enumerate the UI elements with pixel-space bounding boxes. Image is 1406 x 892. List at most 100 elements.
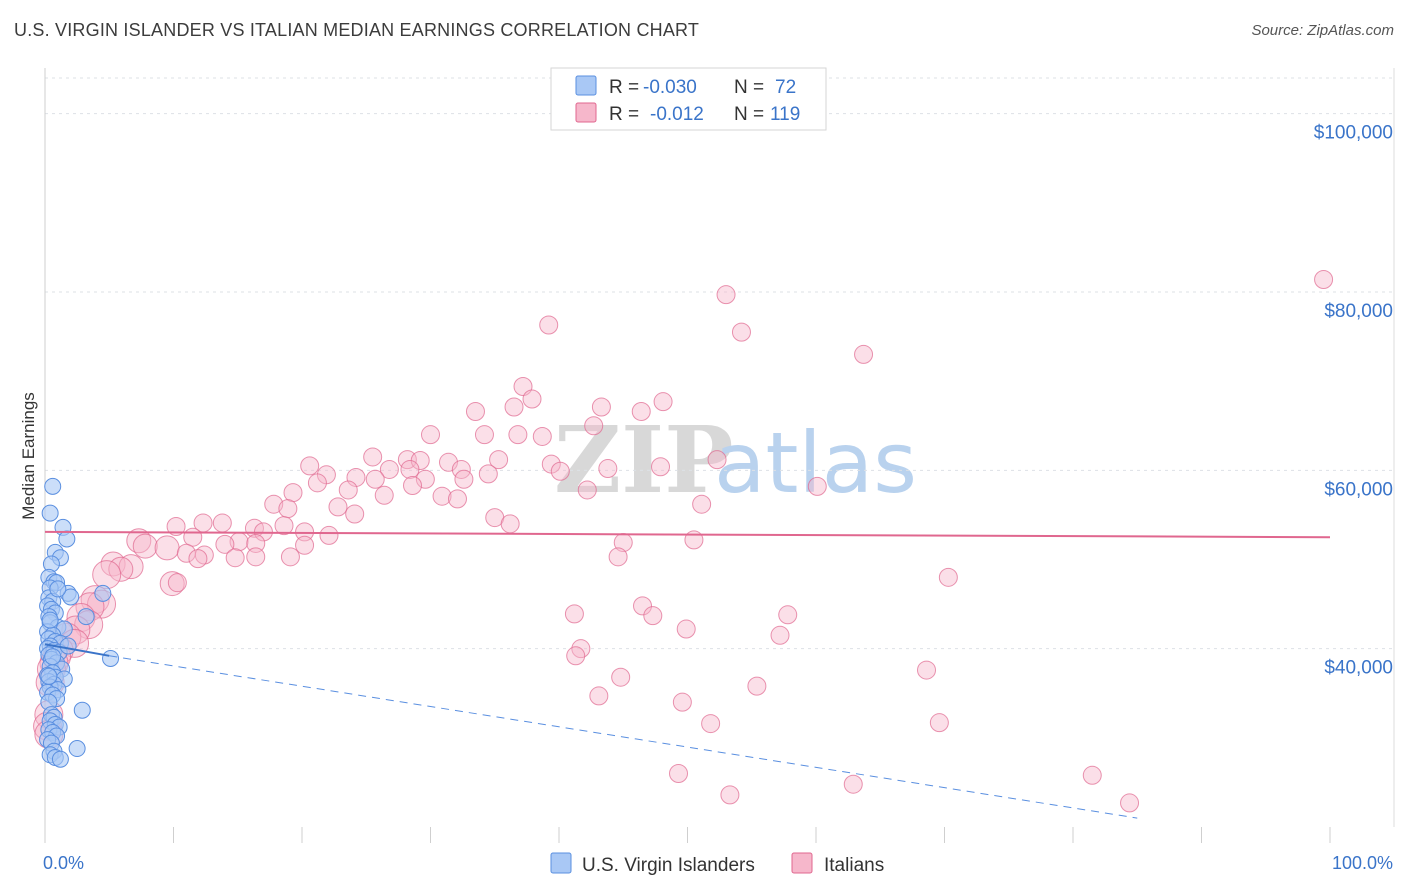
point-italians-82: [159, 571, 185, 597]
point-italians-67: [154, 535, 180, 561]
point-italians-12: [584, 416, 604, 436]
point-italians-38: [403, 475, 423, 495]
point-italians-16: [532, 426, 552, 446]
point-us-virgin-islanders-0: [44, 477, 62, 495]
point-italians-27: [400, 459, 420, 479]
point-italians-14: [474, 425, 494, 445]
trend-line-us-virgin-islanders: [44, 643, 110, 657]
x-tick-label-1: 100.0%: [1332, 853, 1393, 873]
point-us-virgin-islanders-20: [77, 608, 95, 626]
point-italians-31: [478, 464, 498, 484]
point-italians-77: [608, 547, 628, 567]
legend-swatch-pink: [575, 102, 597, 123]
point-italians-81: [92, 560, 122, 590]
point-italians-105: [611, 667, 631, 687]
point-italians-94: [676, 619, 696, 639]
point-italians-1: [716, 285, 736, 305]
point-italians-37: [307, 473, 327, 493]
point-us-virgin-islanders-70: [41, 611, 59, 629]
point-italians-68: [295, 535, 315, 555]
point-italians-26: [379, 459, 399, 479]
point-italians-72: [194, 545, 214, 565]
point-italians-28: [598, 459, 618, 479]
legend-r-value-1: -0.030: [643, 77, 697, 98]
point-italians-44: [577, 480, 597, 500]
watermark-zip: ZIP: [554, 406, 733, 514]
point-italians-17: [363, 447, 383, 467]
point-italians-53: [212, 513, 232, 533]
point-italians-30: [550, 461, 570, 481]
point-italians-51: [692, 494, 712, 514]
point-italians-116: [669, 764, 689, 783]
point-italians-49: [345, 504, 365, 524]
watermark-atlas: atlas: [714, 414, 917, 512]
point-italians-91: [778, 605, 798, 625]
point-italians-46: [264, 494, 284, 514]
point-italians-88: [633, 596, 653, 616]
chart-source: Source: ZipAtlas.com: [1251, 22, 1394, 39]
point-us-virgin-islanders-68: [44, 648, 62, 666]
trend-line-italians: [44, 530, 1331, 539]
point-us-virgin-islanders-15: [94, 584, 112, 602]
point-italians-76: [280, 547, 300, 567]
point-us-virgin-islanders-67: [40, 667, 58, 685]
bottom-legend-swatch-blue: [550, 852, 572, 874]
point-italians-11: [465, 401, 485, 421]
point-italians-29: [651, 457, 671, 477]
point-us-virgin-islanders-33: [102, 649, 120, 667]
bottom-legend-label-blue: U.S. Virgin Islanders: [582, 855, 755, 876]
point-italians-48: [328, 497, 348, 517]
point-italians-73: [225, 548, 245, 568]
point-italians-109: [589, 686, 609, 706]
point-italians-39: [338, 480, 358, 500]
x-tick-label-0: 0.0%: [43, 853, 84, 873]
legend: R = -0.030 N = 72 R = -0.012 N = 119: [550, 67, 827, 131]
point-italians-120: [1120, 793, 1140, 813]
legend-r-label-2: R =: [609, 104, 639, 125]
watermark: ZIP atlas: [554, 406, 917, 514]
point-us-virgin-islanders-69: [59, 637, 77, 655]
point-italians-106: [747, 676, 767, 696]
point-italians-79: [118, 554, 144, 580]
point-italians-21: [707, 450, 727, 470]
bottom-legend-label-pink: Italians: [824, 855, 884, 876]
legend-r-value-2: -0.012: [650, 104, 704, 125]
point-italians-42: [374, 485, 394, 505]
point-us-virgin-islanders-66: [51, 750, 69, 768]
bottom-legend: U.S. Virgin Islanders Italians: [550, 852, 884, 876]
point-italians-34: [365, 469, 385, 489]
point-us-virgin-islanders-3: [58, 530, 76, 548]
y-tick-label-3: $100,000: [1314, 123, 1393, 144]
point-italians-6: [522, 389, 542, 409]
legend-n-value-1: 72: [775, 77, 796, 98]
point-us-virgin-islanders-51: [73, 701, 91, 719]
point-italians-113: [929, 713, 949, 733]
point-italians-40: [283, 483, 303, 503]
point-italians-8: [504, 397, 524, 417]
point-italians-60: [166, 517, 186, 537]
point-italians-90: [564, 604, 584, 624]
point-italians-54: [274, 516, 294, 536]
point-italians-2: [731, 322, 751, 342]
point-italians-15: [508, 425, 528, 445]
point-italians-118: [1082, 765, 1102, 785]
point-italians-103: [566, 646, 586, 666]
legend-r-label-1: R =: [609, 77, 639, 98]
point-italians-110: [672, 692, 692, 712]
legend-n-label-2: N =: [734, 104, 764, 125]
trend-lines: [44, 530, 1331, 819]
point-italians-61: [183, 527, 203, 547]
y-tick-label-2: $80,000: [1324, 301, 1393, 322]
point-italians-84: [938, 567, 958, 587]
legend-n-value-2: 119: [770, 104, 800, 125]
point-italians-36: [454, 469, 474, 489]
point-italians-24: [300, 456, 320, 476]
point-italians-0: [1314, 270, 1334, 290]
point-italians-104: [917, 660, 937, 680]
point-us-virgin-islanders-71: [49, 580, 67, 598]
point-italians-65: [215, 534, 235, 554]
legend-swatch-blue: [575, 75, 597, 96]
point-italians-58: [319, 525, 339, 545]
point-us-virgin-islanders-12: [62, 588, 80, 606]
